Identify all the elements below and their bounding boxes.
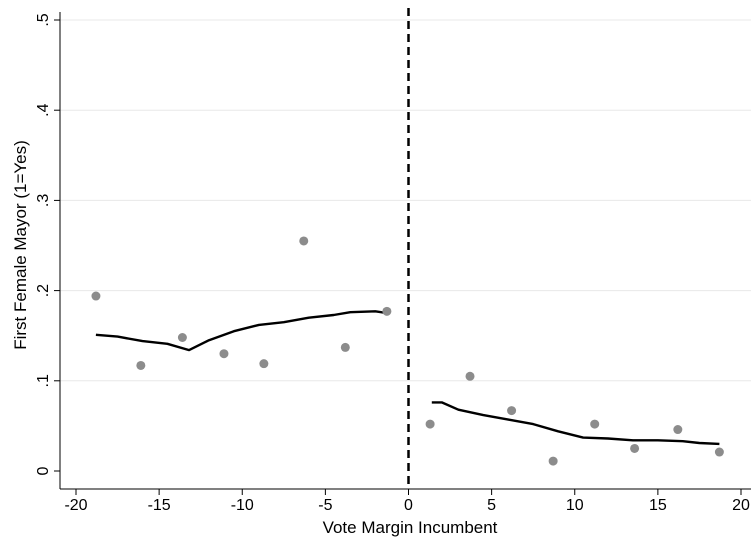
plot-frame xyxy=(59,12,751,490)
data-point xyxy=(465,371,475,381)
data-point xyxy=(91,291,101,301)
y-tick-label: .2 xyxy=(35,284,52,297)
y-tick-label: .3 xyxy=(35,194,52,207)
data-point xyxy=(299,236,309,246)
data-point xyxy=(714,447,724,457)
data-point xyxy=(507,406,517,416)
data-point xyxy=(340,342,350,352)
x-tick-label: -10 xyxy=(231,497,254,514)
y-axis-ticks: 0 .1 .2 .3 .4 .5 xyxy=(35,13,60,475)
data-point xyxy=(177,333,187,343)
data-point xyxy=(673,425,683,435)
data-point xyxy=(590,419,600,429)
data-point xyxy=(259,359,269,369)
data-point xyxy=(630,443,640,453)
fit-lines xyxy=(95,310,720,446)
x-tick-label: 10 xyxy=(566,497,584,514)
data-point xyxy=(382,306,392,316)
x-tick-label: -20 xyxy=(64,497,87,514)
y-tick-label: .4 xyxy=(35,103,52,116)
y-axis-title: First Female Mayor (1=Yes) xyxy=(11,140,30,350)
x-tick-label: 15 xyxy=(649,497,667,514)
y-tick-label: .1 xyxy=(35,374,52,387)
fit-line xyxy=(95,310,388,352)
data-point xyxy=(548,456,558,466)
y-tick-label: 0 xyxy=(35,466,52,475)
y-tick-label: .5 xyxy=(35,13,52,26)
x-axis-title: Vote Margin Incumbent xyxy=(323,518,498,537)
x-tick-label: 20 xyxy=(732,497,750,514)
fit-line xyxy=(431,401,720,446)
x-tick-label: 5 xyxy=(487,497,496,514)
gridlines xyxy=(60,19,751,382)
x-tick-label: -15 xyxy=(148,497,171,514)
x-tick-label: 0 xyxy=(404,497,413,514)
data-point xyxy=(136,360,146,370)
data-point xyxy=(219,349,229,359)
data-points xyxy=(91,236,724,466)
x-tick-label: -5 xyxy=(318,497,332,514)
x-axis-ticks: -20 -15 -10 -5 0 5 10 15 20 xyxy=(64,489,750,514)
data-point xyxy=(425,419,435,429)
